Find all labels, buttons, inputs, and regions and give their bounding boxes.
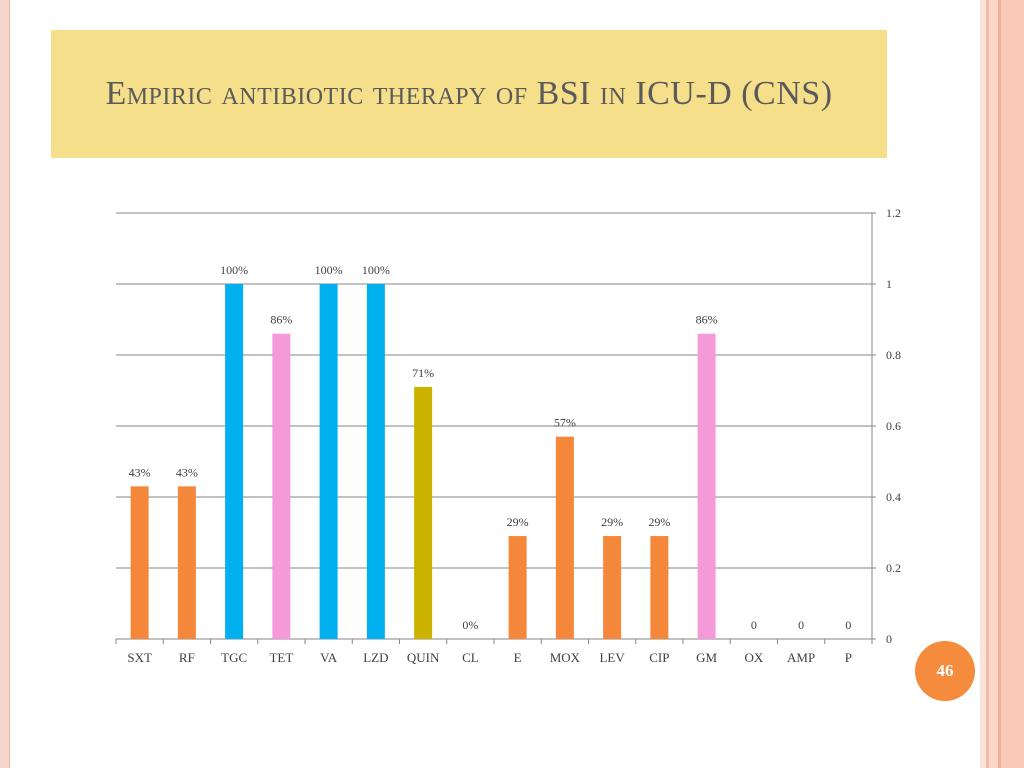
- y-tick-label: 0.4: [886, 490, 901, 504]
- x-tick-label-mox: MOX: [550, 650, 581, 665]
- x-tick-label-p: P: [845, 650, 852, 665]
- x-tick-label-lzd: LZD: [363, 650, 388, 665]
- x-tick-label-cip: CIP: [649, 650, 669, 665]
- bar-tgc: [225, 284, 244, 639]
- x-tick-label-sxt: SXT: [127, 650, 152, 665]
- data-label-quin: 71%: [412, 366, 434, 380]
- bar-va: [319, 284, 338, 639]
- slide-title: Empiric antibiotic therapy of BSI in ICU…: [105, 75, 833, 112]
- data-label-mox: 57%: [554, 416, 576, 430]
- data-label-lzd: 100%: [362, 263, 390, 277]
- data-label-lev: 29%: [601, 515, 623, 529]
- bar-sxt: [130, 486, 149, 639]
- x-tick-label-quin: QUIN: [407, 650, 440, 665]
- bar-rf: [177, 486, 196, 639]
- bar-quin: [414, 386, 433, 639]
- x-tick-label-lev: LEV: [599, 650, 625, 665]
- y-tick-label: 1.2: [886, 206, 901, 220]
- chart-bars: [130, 284, 716, 639]
- slide-right-decoration: [980, 0, 1024, 768]
- data-label-tet: 86%: [270, 313, 292, 327]
- x-tick-label-va: VA: [320, 650, 338, 665]
- data-label-ox: 0: [751, 618, 757, 632]
- y-tick-label: 0.6: [886, 419, 901, 433]
- y-tick-label: 0: [886, 632, 892, 646]
- slide-left-border-line: [9, 0, 10, 768]
- x-tick-label-tgc: TGC: [221, 650, 247, 665]
- bar-gm: [697, 333, 716, 639]
- data-label-va: 100%: [315, 263, 343, 277]
- data-label-cl: 0%: [462, 618, 478, 632]
- x-tick-label-e: E: [514, 650, 522, 665]
- data-label-gm: 86%: [696, 313, 718, 327]
- chart-x-tick-labels: SXT RF TGC TET VA LZD QUIN CL E MOX LEV CIP GM OX AMP P: [127, 650, 852, 665]
- bar-mox: [555, 436, 574, 639]
- x-tick-label-ox: OX: [744, 650, 763, 665]
- bar-cip: [650, 536, 669, 639]
- y-tick-label: 0.8: [886, 348, 901, 362]
- y-tick-label: 1: [886, 277, 892, 291]
- x-tick-label-amp: AMP: [787, 650, 815, 665]
- data-label-p: 0: [845, 618, 851, 632]
- x-tick-label-rf: RF: [179, 650, 195, 665]
- x-tick-label-cl: CL: [462, 650, 479, 665]
- y-tick-label: 0.2: [886, 561, 901, 575]
- data-label-e: 29%: [507, 515, 529, 529]
- chart-y-tick-labels: 0 0.2 0.4 0.6 0.8 1 1.2: [886, 206, 901, 646]
- page-number-badge: 46: [915, 641, 975, 701]
- data-label-cip: 29%: [648, 515, 670, 529]
- data-label-rf: 43%: [176, 465, 198, 479]
- bar-e: [508, 536, 527, 639]
- slide-left-border: [0, 0, 9, 768]
- data-label-amp: 0: [798, 618, 804, 632]
- bar-lzd: [366, 284, 385, 639]
- data-label-tgc: 100%: [220, 263, 248, 277]
- x-tick-label-gm: GM: [696, 650, 717, 665]
- x-tick-label-tet: TET: [269, 650, 293, 665]
- bar-tet: [272, 333, 291, 639]
- data-label-sxt: 43%: [129, 465, 151, 479]
- slide-title-box: Empiric antibiotic therapy of BSI in ICU…: [51, 30, 887, 158]
- chart-data-labels: 43% 43% 100% 86% 100% 100% 71% 0% 29% 57% 29% 29% 86…: [129, 263, 852, 632]
- bar-lev: [603, 536, 622, 639]
